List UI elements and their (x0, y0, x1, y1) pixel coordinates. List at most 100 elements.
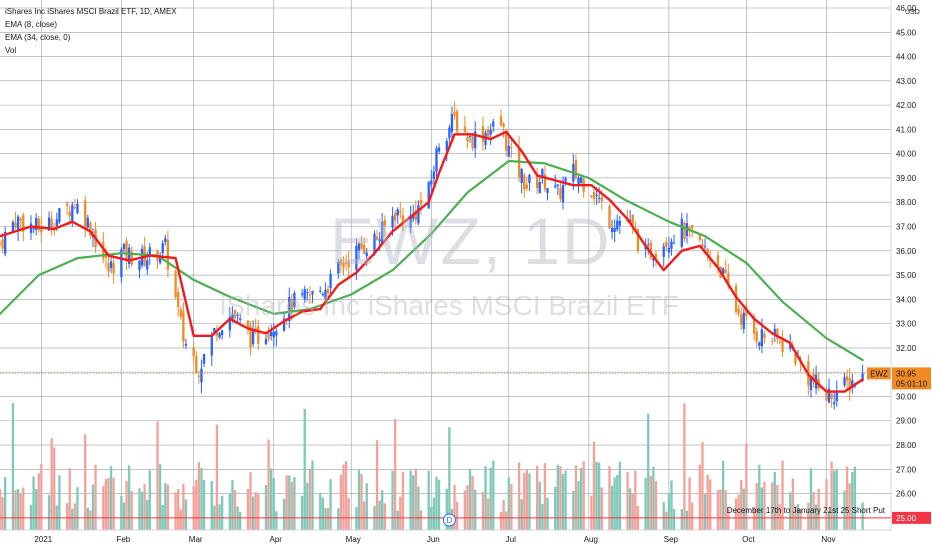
candle-body[interactable] (755, 331, 758, 342)
candle-body[interactable] (195, 356, 198, 374)
candle-body[interactable] (396, 209, 399, 216)
candle-body[interactable] (301, 293, 304, 295)
candle-body[interactable] (393, 212, 397, 221)
candle-body[interactable] (50, 218, 53, 228)
candle-body[interactable] (789, 343, 792, 349)
candle-body[interactable] (740, 314, 743, 325)
candle-body[interactable] (22, 215, 25, 232)
candle-body[interactable] (35, 217, 38, 230)
candle-body[interactable] (344, 262, 348, 264)
candle-body[interactable] (270, 331, 273, 337)
candle-body[interactable] (760, 329, 764, 347)
candle-body[interactable] (47, 217, 51, 231)
candle-body[interactable] (505, 130, 508, 151)
candle-body[interactable] (776, 328, 779, 339)
candle-body[interactable] (667, 247, 671, 253)
candle-body[interactable] (202, 354, 206, 364)
candle-body[interactable] (742, 312, 745, 329)
candle-body[interactable] (435, 148, 438, 172)
candle-body[interactable] (179, 308, 182, 317)
candle-body[interactable] (272, 331, 275, 338)
candle-body[interactable] (414, 210, 417, 221)
candle-body[interactable] (830, 393, 833, 400)
candle-body[interactable] (220, 330, 224, 336)
price-axis[interactable]: 46.00 45.00 44.00 43.00 42.00 41.00 40.00 39.00… (890, 0, 931, 530)
candle-body[interactable] (680, 218, 683, 247)
legend-symbol[interactable]: iShares Inc iShares MSCI Brazil ETF, 1D,… (5, 7, 177, 16)
candle-body[interactable] (848, 377, 851, 392)
candle-body[interactable] (543, 174, 547, 190)
candle-body[interactable] (233, 310, 237, 319)
candle-body[interactable] (254, 328, 257, 330)
candle-body[interactable] (192, 347, 195, 357)
candle-body[interactable] (246, 320, 250, 330)
candle-body[interactable] (290, 299, 293, 313)
candle-body[interactable] (130, 251, 133, 265)
candle-body[interactable] (158, 255, 162, 263)
candle-body[interactable] (577, 177, 580, 185)
candle-body[interactable] (161, 243, 164, 254)
candle-body[interactable] (58, 208, 61, 223)
candle-body[interactable] (14, 222, 17, 228)
candle-body[interactable] (383, 220, 386, 227)
candle-body[interactable] (127, 247, 131, 265)
candle-body[interactable] (231, 314, 234, 320)
candle-body[interactable] (4, 231, 7, 254)
candle-body[interactable] (71, 204, 74, 222)
candle-body[interactable] (698, 233, 702, 240)
candle-body[interactable] (16, 216, 20, 231)
candle-body[interactable] (618, 220, 621, 226)
candle-body[interactable] (324, 290, 327, 299)
candle-body[interactable] (546, 188, 549, 193)
candle-body[interactable] (492, 121, 495, 127)
candle-body[interactable] (752, 317, 756, 334)
candle-body[interactable] (499, 116, 503, 126)
candle-body[interactable] (773, 328, 776, 336)
candle-body[interactable] (282, 318, 286, 331)
candle-body[interactable] (706, 248, 709, 254)
time-axis[interactable]: 2021 Feb Mar Apr May Jun Jul Aug Sep Oct Nov (0, 529, 891, 544)
candle-body[interactable] (120, 249, 123, 278)
candle-body[interactable] (445, 140, 448, 151)
candle-body[interactable] (89, 222, 92, 236)
candle-body[interactable] (29, 223, 33, 233)
candle-body[interactable] (590, 196, 593, 198)
candle-body[interactable] (595, 194, 598, 196)
candle-body[interactable] (228, 316, 232, 331)
candle-body[interactable] (184, 343, 188, 346)
candle-body[interactable] (463, 126, 467, 133)
candle-body[interactable] (561, 184, 565, 203)
candle-body[interactable] (835, 391, 838, 402)
candle-body[interactable] (520, 168, 523, 183)
candle-body[interactable] (174, 270, 177, 298)
candle-body[interactable] (375, 236, 379, 241)
candle-body[interactable] (362, 244, 366, 254)
candle-body[interactable] (399, 211, 402, 213)
candle-body[interactable] (538, 182, 541, 194)
candle-body[interactable] (19, 218, 22, 221)
candle-body[interactable] (249, 325, 252, 348)
candle-body[interactable] (0, 242, 2, 244)
candle-body[interactable] (574, 160, 578, 179)
candle-body[interactable] (536, 173, 539, 189)
candle-body[interactable] (357, 243, 361, 251)
candle-body[interactable] (556, 184, 559, 186)
candle-body[interactable] (631, 214, 634, 226)
candle-body[interactable] (138, 260, 141, 271)
candle-body[interactable] (427, 182, 430, 209)
candle-body[interactable] (437, 147, 441, 152)
candle-body[interactable] (355, 245, 358, 270)
candle-body[interactable] (701, 244, 704, 247)
candle-body[interactable] (670, 241, 673, 249)
candle-body[interactable] (662, 246, 665, 257)
candle-body[interactable] (600, 197, 603, 202)
candle-body[interactable] (213, 327, 216, 333)
candle-body[interactable] (525, 184, 529, 189)
candle-body[interactable] (559, 187, 562, 200)
candle-body[interactable] (306, 292, 309, 294)
candle-body[interactable] (833, 402, 836, 405)
candle-body[interactable] (432, 171, 436, 179)
candle-body[interactable] (73, 207, 77, 209)
candle-body[interactable] (293, 292, 296, 308)
candle-body[interactable] (337, 261, 340, 274)
